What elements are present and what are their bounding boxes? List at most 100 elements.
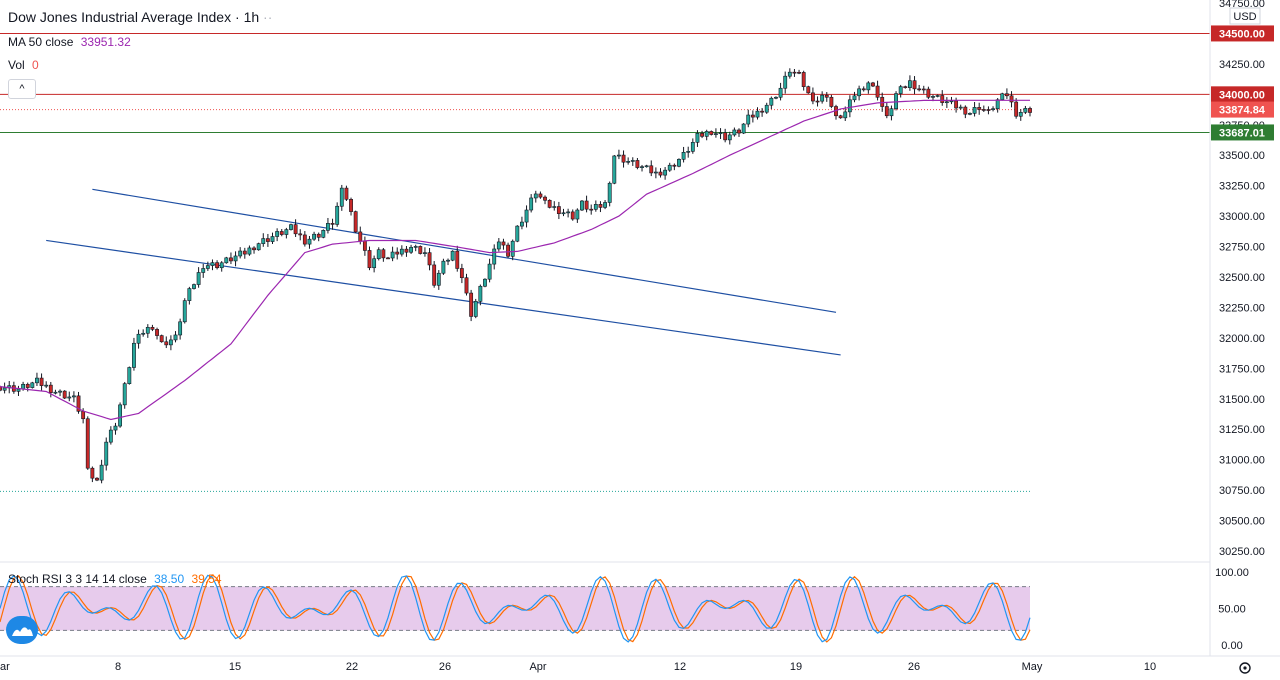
candle-body-down: [880, 96, 885, 107]
candle-body-down: [556, 206, 561, 214]
candle-body-up: [145, 326, 150, 334]
candle-body-down: [589, 208, 594, 211]
candle-body-up: [409, 246, 413, 253]
stoch-d-value: 39.54: [191, 572, 222, 586]
candle: [53, 389, 58, 395]
candle: [386, 256, 390, 260]
candle-body-up: [949, 100, 954, 103]
candle-body-down: [349, 199, 353, 212]
candle-body-up: [339, 187, 344, 207]
candle-body-down: [506, 244, 510, 257]
candle: [132, 337, 136, 371]
candle-body-down: [85, 418, 90, 469]
candle: [1023, 105, 1028, 115]
price-lines: [0, 32, 1210, 492]
stoch-legend[interactable]: Stoch RSI 3 3 14 14 close 38.50 39.54: [8, 572, 222, 586]
candle: [265, 233, 270, 247]
candle-body-up: [99, 464, 104, 481]
volume-legend[interactable]: Vol 0: [8, 58, 39, 72]
candle-body-down: [824, 94, 829, 98]
candle-body-down: [362, 240, 367, 251]
candle: [30, 381, 35, 389]
candle: [302, 231, 307, 247]
candle-body-down: [709, 131, 714, 135]
candle: [626, 157, 631, 165]
candle: [764, 102, 769, 114]
candle-body-down: [95, 477, 99, 481]
title-separator: ·: [235, 9, 240, 25]
candle: [580, 200, 584, 211]
candle: [409, 244, 413, 254]
candle-body-up: [178, 321, 183, 336]
collapse-legend-button[interactable]: ^: [8, 79, 36, 99]
candle-body-up: [2, 387, 7, 391]
settings-gear-icon[interactable]: [1239, 662, 1251, 674]
ma-legend[interactable]: MA 50 close 33951.32: [8, 35, 131, 49]
x-axis-ticks[interactable]: ar 8 15 22 26 Apr 12 19 26 May 10: [0, 661, 1156, 673]
candle-body-up: [376, 249, 381, 260]
currency-badge[interactable]: [1229, 7, 1261, 25]
symbol-title[interactable]: Dow Jones Industrial Average Index: [8, 9, 232, 25]
candle: [141, 329, 146, 337]
candle-body-down: [386, 257, 390, 260]
candle-body-up: [575, 209, 580, 220]
candle-body-down: [815, 100, 820, 103]
candle: [478, 284, 483, 306]
candle-body-up: [820, 94, 825, 102]
candle: [349, 197, 353, 216]
candle-body-up: [847, 99, 852, 113]
candle: [238, 247, 243, 259]
candle: [935, 94, 940, 98]
candle-body-up: [136, 333, 141, 344]
candle: [774, 96, 778, 100]
candle: [820, 91, 825, 104]
candle-body-up: [843, 111, 848, 119]
candle: [552, 201, 557, 211]
candle-body-up: [275, 231, 280, 237]
tradingview-logo[interactable]: [6, 616, 38, 644]
candle-body-down: [279, 231, 284, 235]
candle: [205, 261, 210, 271]
interval-label[interactable]: 1h: [243, 9, 260, 25]
candle-body-up: [390, 251, 395, 259]
candle: [178, 318, 183, 340]
candle: [95, 477, 99, 482]
candle-body-up: [238, 250, 243, 257]
candle-body-down: [298, 233, 303, 236]
y-tick-label: 32250.00: [1219, 302, 1265, 314]
candle: [533, 190, 538, 203]
y-axis-ticks[interactable]: 30250.00 30500.00 30750.00 31000.00 31250.00…: [1219, 0, 1265, 558]
candle: [215, 260, 220, 270]
candle: [108, 426, 113, 445]
candle-body-down: [621, 154, 626, 163]
candle-body-down: [427, 252, 432, 266]
candle-body-up: [321, 230, 326, 238]
candle: [413, 244, 418, 252]
candle: [321, 229, 326, 239]
stoch-tick-label: 50.00: [1218, 604, 1246, 616]
price-label-resistance-34500: 34500.00: [1219, 28, 1265, 40]
candle-body-up: [898, 86, 903, 94]
candle: [367, 246, 372, 271]
price-label-bg-resistance-34500: [1211, 25, 1274, 42]
price-label-resistance-34000: 34000.00: [1219, 89, 1265, 101]
candle: [155, 327, 159, 340]
candle-body-up: [224, 257, 229, 264]
candle: [1014, 98, 1019, 119]
candle-body-down: [150, 326, 155, 330]
candle: [150, 324, 155, 332]
candle: [506, 242, 510, 259]
x-tick-label: 22: [346, 661, 358, 673]
price-labels: 34500.00 34000.00 33874.84 33687.01: [1211, 25, 1274, 141]
candle-body-up: [764, 104, 769, 113]
y-tick-label: 31250.00: [1219, 424, 1265, 436]
candle-body-up: [690, 142, 695, 152]
candle-body-up: [108, 429, 113, 443]
candle-body-up: [653, 171, 658, 174]
candle-body-up: [496, 241, 501, 250]
stoch-axis-ticks[interactable]: 0.00 50.00 100.00: [1215, 567, 1249, 652]
candle-body-up: [958, 106, 963, 109]
candle: [182, 298, 187, 324]
candle-body-up: [520, 221, 524, 227]
